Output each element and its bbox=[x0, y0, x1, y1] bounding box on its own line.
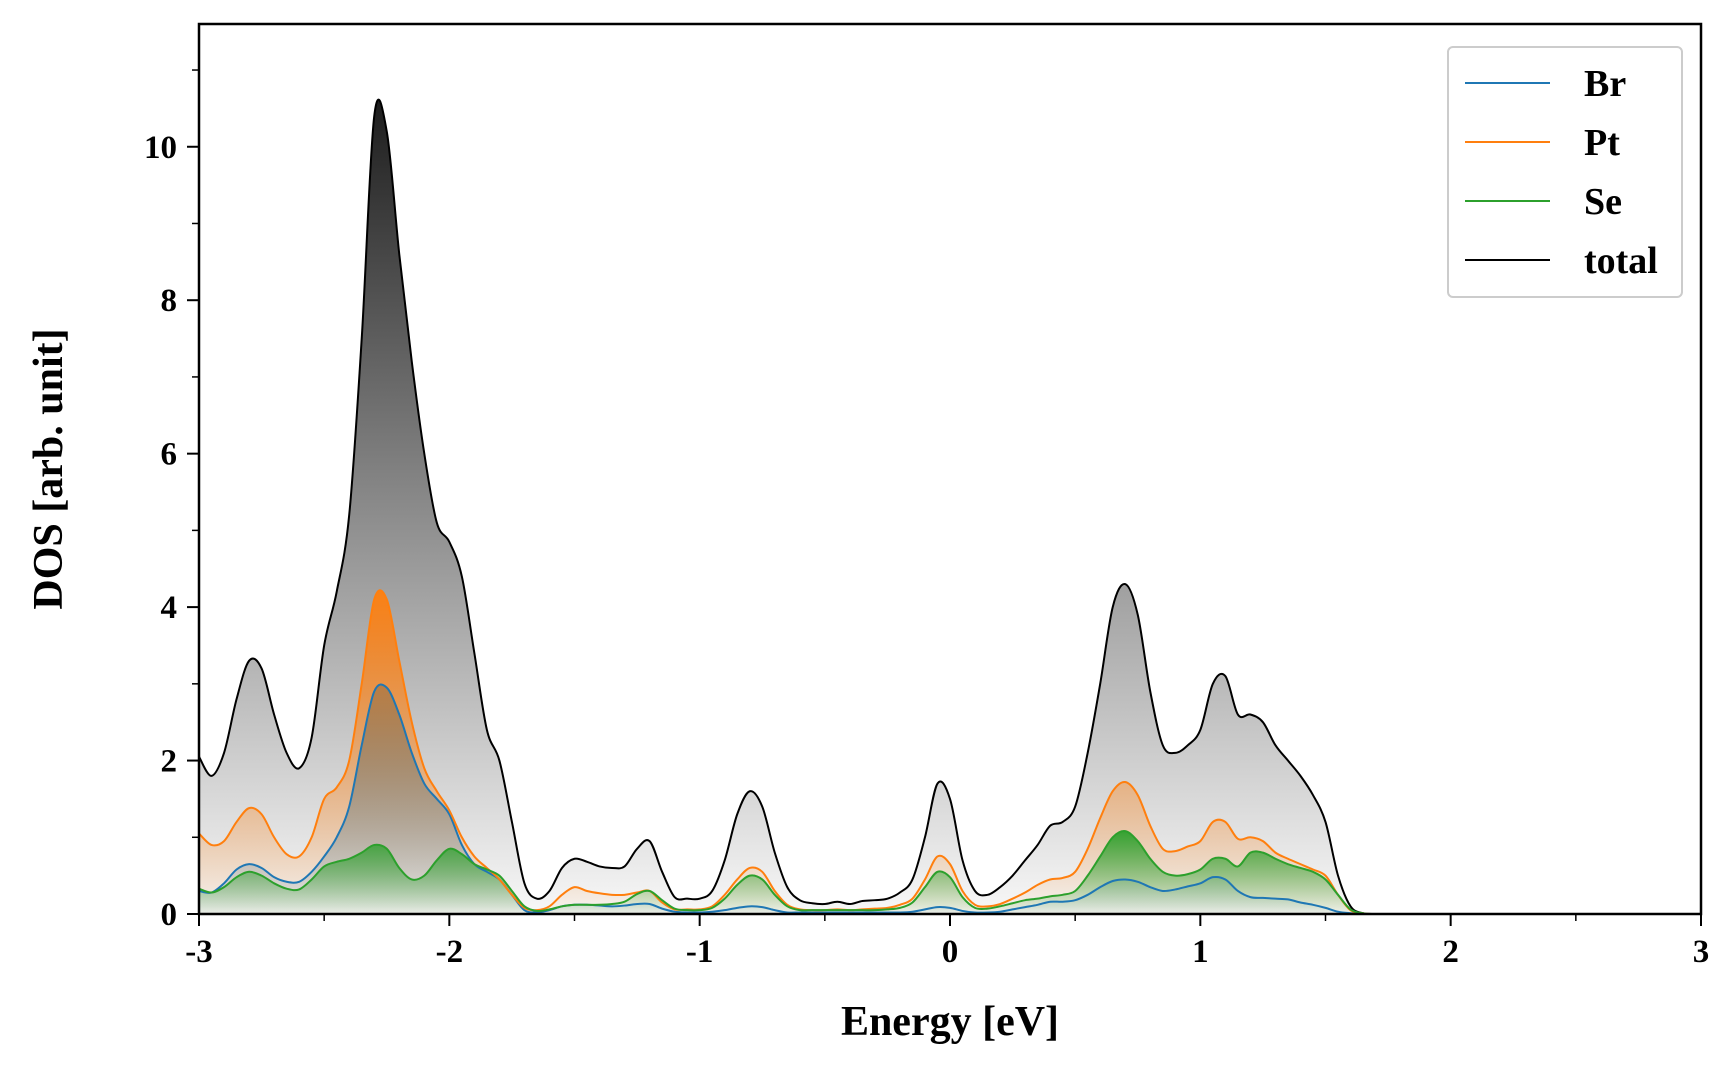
x-tick-label: 1 bbox=[1192, 934, 1209, 970]
line bbox=[199, 830, 1701, 914]
x-tick-label: -3 bbox=[185, 934, 213, 970]
x-tick-label: 3 bbox=[1693, 934, 1710, 970]
y-tick-label: 4 bbox=[161, 590, 178, 626]
legend-box bbox=[1447, 46, 1683, 298]
y-tick-label: 0 bbox=[161, 897, 178, 933]
x-tick-label: -1 bbox=[686, 934, 714, 970]
y-tick-label: 8 bbox=[161, 283, 178, 319]
legend: Br Pt Se total bbox=[1447, 46, 1683, 298]
x-axis-label: Energy [eV] bbox=[841, 999, 1059, 1045]
legend-label: total bbox=[1584, 240, 1658, 282]
line bbox=[199, 683, 1701, 914]
y-tick-label: 10 bbox=[144, 130, 177, 166]
y-axis-label: DOS [arb. unit] bbox=[26, 328, 72, 609]
legend-label: Pt bbox=[1584, 122, 1620, 164]
x-tick-label: 2 bbox=[1442, 934, 1459, 970]
x-tick-label: -2 bbox=[436, 934, 464, 970]
legend-label: Br bbox=[1584, 63, 1626, 105]
y-tick-label: 6 bbox=[161, 437, 178, 473]
x-tick-label: 0 bbox=[942, 934, 959, 970]
area bbox=[199, 831, 1701, 914]
y-tick-label: 2 bbox=[161, 744, 178, 780]
line bbox=[199, 98, 1701, 914]
legend-label: Se bbox=[1584, 181, 1622, 223]
plot-area bbox=[199, 98, 1701, 914]
